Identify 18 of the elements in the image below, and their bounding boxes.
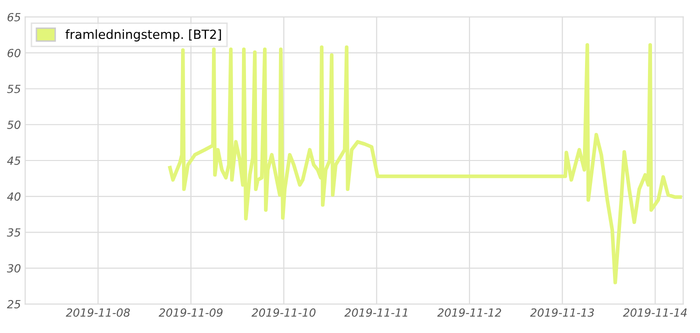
x-tick-label: 2019-11-10 bbox=[252, 308, 316, 317]
x-tick-label: 2019-11-08 bbox=[66, 308, 130, 317]
y-tick-label: 40 bbox=[7, 192, 20, 201]
x-tick-label: 2019-11-12 bbox=[437, 308, 502, 317]
line-series bbox=[168, 43, 682, 284]
y-tick-label: 35 bbox=[6, 228, 20, 237]
legend-label: framledningstemp. [BT2] bbox=[65, 29, 221, 42]
x-tick-label: 2019-11-14 bbox=[622, 308, 687, 317]
y-tick-label: 30 bbox=[6, 264, 20, 273]
x-tick-label: 2019-11-09 bbox=[158, 308, 223, 317]
x-tick-label: 2019-11-11 bbox=[344, 308, 408, 317]
y-tick-label: 45 bbox=[7, 156, 20, 165]
y-tick-label: 65 bbox=[8, 12, 20, 22]
y-tick-label: 60 bbox=[8, 48, 20, 58]
y-tick-label: 25 bbox=[6, 300, 20, 308]
x-tick-label: 2019-11-13 bbox=[530, 308, 594, 317]
y-tick-label: 55 bbox=[7, 84, 20, 94]
y-tick-label: 50 bbox=[7, 120, 20, 130]
